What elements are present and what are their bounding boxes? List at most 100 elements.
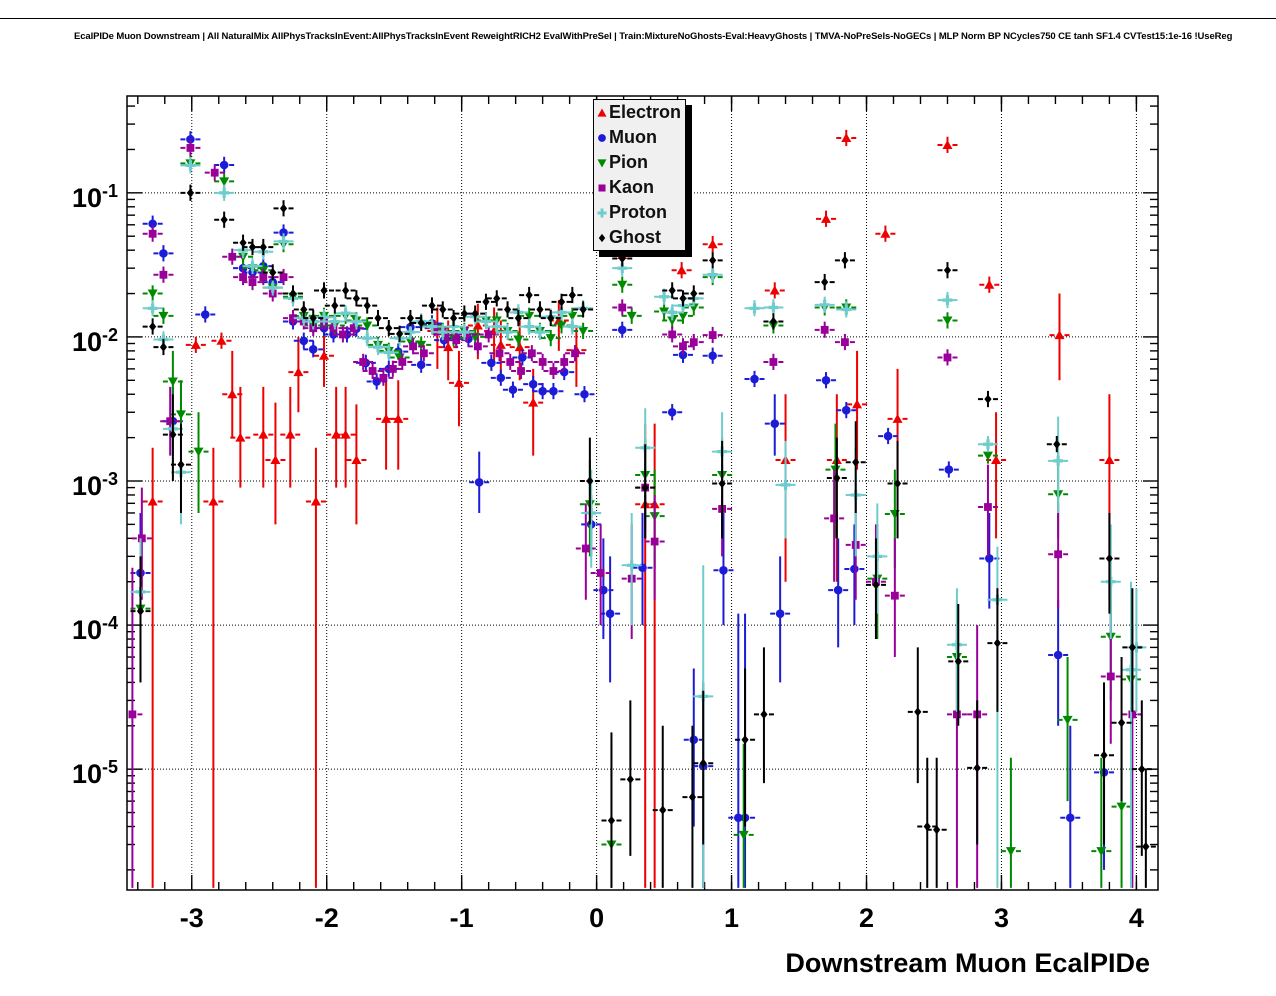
data-point xyxy=(453,377,464,387)
data-point xyxy=(279,273,288,282)
data-point xyxy=(514,313,522,323)
data-point xyxy=(393,413,404,423)
data-point xyxy=(1062,715,1073,725)
data-point xyxy=(149,321,157,332)
data-point xyxy=(409,342,417,351)
legend-label: Ghost xyxy=(609,227,661,247)
data-point xyxy=(352,293,361,304)
y-tick-label: 10-3 xyxy=(71,469,118,501)
data-point xyxy=(248,242,257,252)
data-point xyxy=(166,417,175,426)
data-point xyxy=(1054,330,1065,340)
data-point xyxy=(340,308,351,319)
data-point xyxy=(177,459,185,470)
data-point xyxy=(299,336,309,346)
data-point xyxy=(148,229,157,238)
data-point xyxy=(951,639,962,650)
data-point xyxy=(525,290,533,300)
data-point xyxy=(689,735,699,745)
data-point xyxy=(136,606,145,616)
data-point xyxy=(626,311,637,321)
data-point xyxy=(495,339,506,349)
data-point xyxy=(1128,710,1137,719)
data-point xyxy=(363,300,371,311)
data-point xyxy=(667,407,677,417)
data-point xyxy=(473,342,482,351)
data-point xyxy=(914,707,922,717)
data-point xyxy=(597,158,607,167)
data-point xyxy=(518,353,527,362)
data-point xyxy=(667,307,678,318)
data-point xyxy=(707,239,718,249)
data-point xyxy=(1128,642,1136,653)
data-point xyxy=(1005,847,1016,857)
data-point xyxy=(219,187,230,198)
data-point xyxy=(383,347,394,358)
data-point xyxy=(954,656,962,666)
data-point xyxy=(852,457,860,467)
data-point xyxy=(893,478,902,489)
data-point xyxy=(598,133,606,142)
data-point xyxy=(578,326,589,336)
data-point xyxy=(293,367,304,377)
data-point xyxy=(269,267,277,278)
data-point xyxy=(821,277,829,287)
data-point xyxy=(349,324,358,333)
data-point xyxy=(439,304,447,315)
data-point xyxy=(944,465,954,474)
data-point xyxy=(841,405,851,415)
legend-entry-electron: Electron xyxy=(594,100,685,125)
data-point xyxy=(524,321,535,332)
data-point xyxy=(852,399,863,409)
x-tick-label: 3 xyxy=(993,903,1009,933)
data-point xyxy=(329,324,338,333)
data-point xyxy=(185,160,196,171)
pion-marker-icon xyxy=(595,156,609,170)
data-point xyxy=(419,349,428,358)
data-point xyxy=(984,503,992,511)
x-tick-label: 4 xyxy=(1128,903,1144,933)
data-point xyxy=(441,330,450,339)
data-point xyxy=(472,320,483,330)
legend-label: Pion xyxy=(609,152,648,172)
data-point xyxy=(749,303,760,314)
data-point xyxy=(1053,439,1061,449)
data-point xyxy=(708,331,717,339)
x-tick-label: 1 xyxy=(724,903,740,933)
data-point xyxy=(228,252,237,261)
data-point xyxy=(556,321,567,331)
data-point xyxy=(1142,842,1150,852)
data-point xyxy=(186,144,195,152)
data-point xyxy=(279,203,288,213)
data-point xyxy=(617,325,627,335)
data-point xyxy=(491,321,502,332)
data-point xyxy=(984,279,995,289)
data-point xyxy=(830,514,839,523)
legend-entry-kaon: Kaon xyxy=(594,175,685,200)
data-point xyxy=(351,316,362,327)
data-point xyxy=(883,431,893,441)
data-point xyxy=(227,389,238,399)
data-point xyxy=(605,609,615,618)
data-point xyxy=(780,479,791,490)
data-point xyxy=(943,353,952,362)
data-point xyxy=(528,379,538,389)
data-point xyxy=(581,544,590,553)
data-point xyxy=(147,303,158,314)
data-point xyxy=(596,569,605,577)
x-tick-label: -3 xyxy=(179,903,204,933)
data-point xyxy=(676,265,687,275)
plot-stats-title: EcalPIDe Muon Downstream | All NaturalMi… xyxy=(74,31,1233,42)
data-point xyxy=(738,830,749,840)
data-point xyxy=(734,813,743,823)
data-point xyxy=(159,249,168,258)
data-point xyxy=(471,309,479,319)
data-point xyxy=(368,367,377,375)
data-point xyxy=(668,285,676,296)
data-point xyxy=(267,282,278,293)
data-point xyxy=(320,285,328,296)
data-point xyxy=(892,413,903,423)
data-point xyxy=(513,335,524,345)
data-point xyxy=(560,358,569,366)
series-electron xyxy=(142,129,1120,888)
